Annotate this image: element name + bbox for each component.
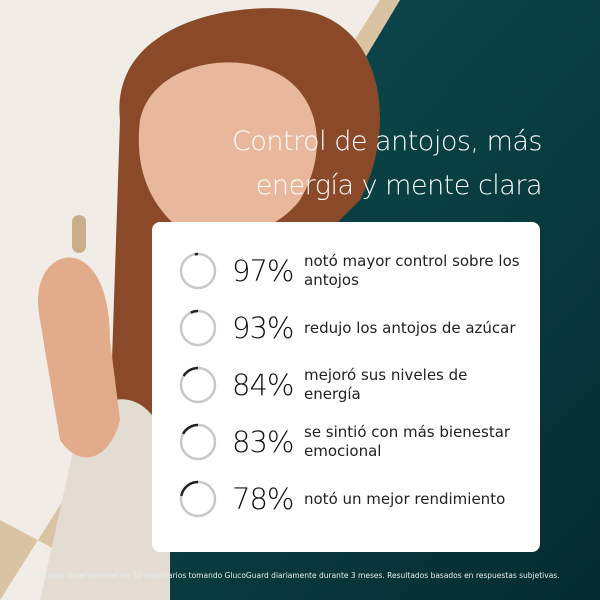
footnote: Estudio observacional en 32 voluntarios … [36,571,560,580]
capsule [72,215,86,253]
stat-row: 83% se sintió con más bienestar emociona… [178,417,524,467]
progress-ring-icon [179,366,217,404]
headline: Control de antojos, más energía y mente … [232,126,542,201]
progress-ring-icon [179,423,217,461]
stat-row: 78% notó un mejor rendimiento [178,474,524,524]
stat-description: se sintió con más bienestar emocional [304,423,511,460]
stat-description: notó mayor control sobre los antojos [304,252,520,289]
stat-description: notó un mejor rendimiento [304,489,506,508]
stat-percent: 78% [232,482,294,516]
stats-card: 97% notó mayor control sobre los antojos… [152,222,540,552]
stat-row: 97% notó mayor control sobre los antojos [178,246,524,296]
stat-description: redujo los antojos de azúcar [304,318,516,337]
stat-row: 84% mejoró sus niveles de energía [178,360,524,410]
stat-percent: 93% [232,311,294,345]
progress-ring-icon [179,480,217,518]
stat-percent: 83% [232,425,294,459]
stat-percent: 97% [232,254,294,288]
progress-ring-icon [179,309,217,347]
stat-percent: 84% [232,368,294,402]
woman-hand [38,257,120,458]
woman-face [138,62,317,238]
stat-description: mejoró sus niveles de energía [304,366,468,403]
progress-ring-icon [179,252,217,290]
stat-row: 93% redujo los antojos de azúcar [178,303,524,353]
woman-shoulder [40,399,170,600]
